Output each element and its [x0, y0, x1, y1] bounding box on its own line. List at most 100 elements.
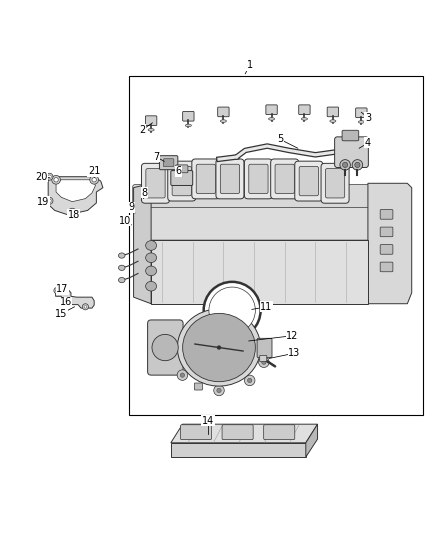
- FancyBboxPatch shape: [216, 159, 244, 199]
- Circle shape: [92, 177, 96, 182]
- Circle shape: [340, 159, 350, 170]
- Circle shape: [217, 345, 221, 350]
- FancyBboxPatch shape: [356, 108, 367, 118]
- FancyBboxPatch shape: [260, 356, 267, 361]
- Ellipse shape: [268, 118, 275, 120]
- Circle shape: [56, 289, 58, 292]
- FancyBboxPatch shape: [148, 320, 183, 375]
- Text: 13: 13: [288, 348, 300, 358]
- Circle shape: [180, 373, 185, 377]
- Ellipse shape: [145, 281, 156, 291]
- Text: 9: 9: [128, 203, 134, 212]
- Text: 21: 21: [88, 166, 100, 176]
- Circle shape: [352, 159, 363, 170]
- FancyBboxPatch shape: [168, 161, 196, 201]
- Circle shape: [48, 175, 51, 179]
- Circle shape: [46, 197, 53, 204]
- Circle shape: [46, 173, 53, 180]
- Circle shape: [177, 370, 188, 381]
- Text: 4: 4: [365, 138, 371, 148]
- Polygon shape: [56, 180, 95, 201]
- FancyBboxPatch shape: [266, 105, 277, 115]
- FancyBboxPatch shape: [327, 107, 339, 117]
- FancyBboxPatch shape: [172, 166, 191, 196]
- FancyBboxPatch shape: [299, 105, 310, 115]
- Text: 3: 3: [365, 112, 371, 123]
- Text: 19: 19: [37, 197, 49, 207]
- Polygon shape: [306, 424, 318, 457]
- Polygon shape: [134, 183, 151, 304]
- Ellipse shape: [145, 266, 156, 276]
- Text: 7: 7: [153, 152, 159, 162]
- Circle shape: [152, 334, 178, 361]
- Circle shape: [209, 287, 255, 334]
- FancyBboxPatch shape: [218, 107, 229, 117]
- Ellipse shape: [148, 128, 154, 131]
- Circle shape: [54, 177, 58, 182]
- FancyBboxPatch shape: [275, 164, 294, 193]
- Circle shape: [52, 175, 60, 184]
- Circle shape: [204, 282, 261, 339]
- Bar: [129, 76, 423, 415]
- Ellipse shape: [177, 309, 261, 386]
- FancyBboxPatch shape: [159, 156, 178, 169]
- Text: 5: 5: [277, 134, 283, 144]
- FancyBboxPatch shape: [380, 262, 393, 272]
- Text: 20: 20: [35, 172, 48, 182]
- Ellipse shape: [330, 120, 336, 123]
- Polygon shape: [134, 188, 407, 240]
- Polygon shape: [48, 177, 103, 215]
- Circle shape: [355, 162, 360, 167]
- FancyBboxPatch shape: [257, 338, 272, 358]
- Ellipse shape: [220, 120, 226, 123]
- Ellipse shape: [185, 124, 191, 127]
- FancyBboxPatch shape: [141, 163, 170, 203]
- Ellipse shape: [118, 278, 125, 282]
- Text: 2: 2: [139, 125, 145, 135]
- Text: 1: 1: [247, 60, 253, 70]
- Polygon shape: [151, 240, 368, 304]
- Text: 16: 16: [60, 297, 72, 308]
- FancyBboxPatch shape: [180, 425, 212, 440]
- Ellipse shape: [145, 253, 156, 263]
- Ellipse shape: [358, 120, 364, 123]
- Circle shape: [54, 287, 60, 294]
- Text: 6: 6: [176, 166, 182, 176]
- FancyBboxPatch shape: [321, 163, 349, 203]
- FancyBboxPatch shape: [133, 184, 410, 207]
- Circle shape: [214, 385, 224, 395]
- Circle shape: [217, 388, 221, 393]
- FancyBboxPatch shape: [264, 425, 295, 440]
- FancyBboxPatch shape: [145, 116, 157, 125]
- FancyBboxPatch shape: [194, 383, 202, 390]
- FancyBboxPatch shape: [192, 159, 220, 199]
- Ellipse shape: [118, 253, 125, 258]
- Ellipse shape: [183, 313, 255, 382]
- FancyBboxPatch shape: [299, 166, 318, 196]
- FancyBboxPatch shape: [335, 137, 368, 167]
- Circle shape: [244, 375, 255, 386]
- Circle shape: [343, 162, 348, 167]
- FancyBboxPatch shape: [325, 168, 345, 198]
- FancyBboxPatch shape: [163, 159, 174, 167]
- Polygon shape: [368, 183, 412, 304]
- FancyBboxPatch shape: [146, 168, 165, 198]
- Circle shape: [48, 199, 51, 203]
- FancyBboxPatch shape: [196, 164, 215, 193]
- Circle shape: [84, 305, 87, 308]
- FancyBboxPatch shape: [220, 164, 240, 193]
- Text: 17: 17: [56, 284, 68, 294]
- Circle shape: [258, 357, 269, 367]
- Ellipse shape: [301, 118, 307, 120]
- Text: 8: 8: [141, 188, 148, 198]
- FancyBboxPatch shape: [380, 209, 393, 219]
- FancyBboxPatch shape: [380, 245, 393, 254]
- Text: 15: 15: [55, 309, 67, 319]
- Text: 11: 11: [260, 302, 272, 312]
- Ellipse shape: [145, 241, 156, 251]
- Text: 14: 14: [202, 416, 214, 426]
- Polygon shape: [171, 424, 318, 443]
- Circle shape: [82, 304, 88, 310]
- FancyBboxPatch shape: [244, 159, 272, 199]
- Circle shape: [261, 360, 266, 365]
